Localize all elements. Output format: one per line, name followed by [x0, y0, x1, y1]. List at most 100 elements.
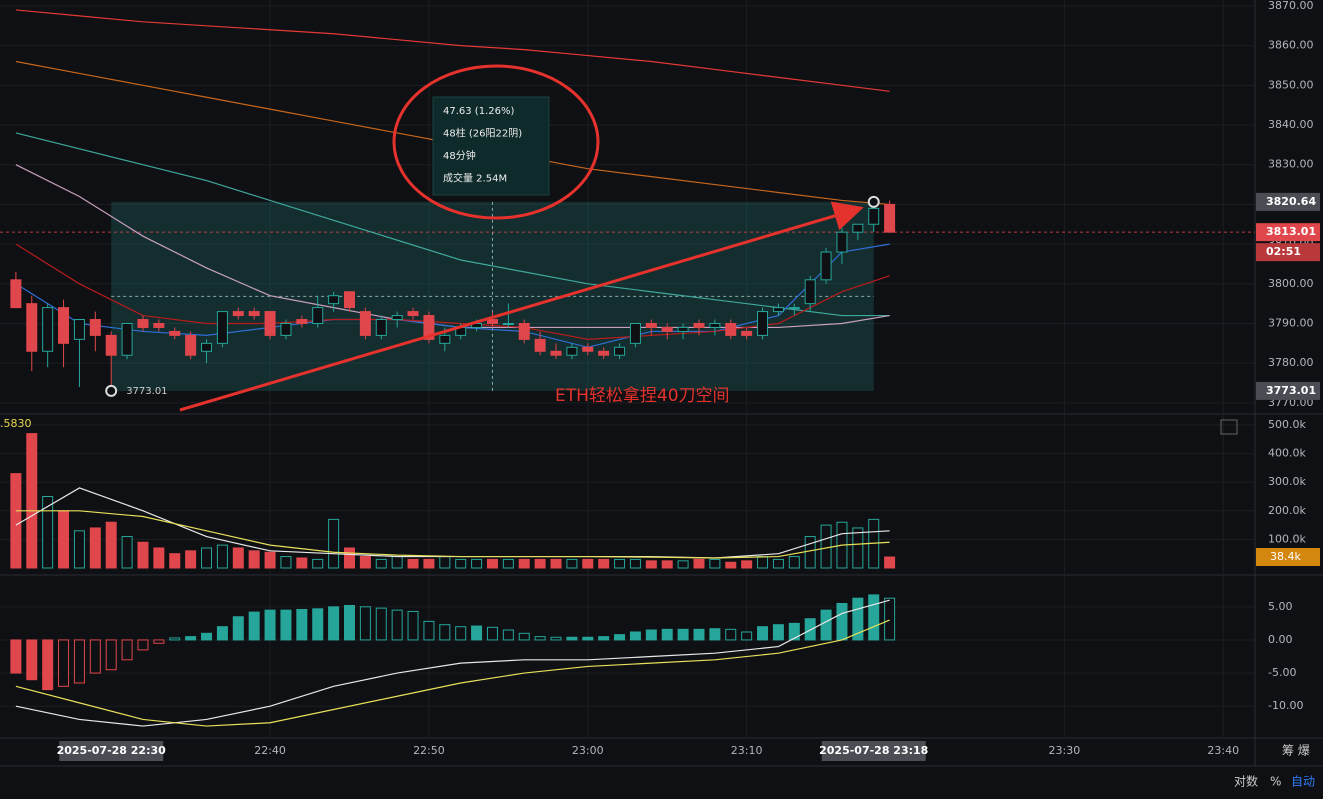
tooltip-text: 47.63 (1.26%) [443, 106, 514, 117]
macd-bar [42, 639, 54, 691]
y-tick-label: 3840.00 [1268, 118, 1314, 131]
candle-body [201, 342, 213, 352]
volume-bar [312, 558, 324, 569]
macd-bar [614, 634, 626, 641]
volume-bar [598, 558, 610, 569]
x-tick-label: 23:30 [1049, 744, 1081, 757]
macd-bar [661, 628, 673, 641]
indicator-line [15, 510, 890, 559]
volume-bar [58, 510, 70, 569]
macd-bar [852, 597, 864, 641]
volume-bar [455, 558, 467, 569]
macd-bar [58, 639, 70, 687]
macd-bar [566, 636, 578, 641]
y-tick-label: 3850.00 [1268, 78, 1314, 91]
macd-bar [455, 626, 467, 641]
candle-body [280, 322, 292, 336]
candle-body [741, 330, 753, 336]
candle-body [677, 326, 689, 332]
x-tick-label: 23:00 [572, 744, 604, 757]
volume-bar [852, 527, 864, 569]
macd-bar [486, 626, 498, 641]
candle-body [836, 231, 848, 253]
candle-body [375, 319, 387, 336]
candle-body [73, 319, 85, 340]
low-label: 3773.01 [126, 386, 167, 397]
candle-body [328, 295, 340, 305]
macd-bar [359, 606, 371, 641]
candle-body [804, 279, 816, 305]
candle-body [439, 334, 451, 344]
volume-bar [423, 558, 435, 569]
price-tag-text: 3773.01 [1266, 384, 1316, 397]
macd-bar [201, 632, 213, 641]
y-tick-label: 200.0k [1268, 504, 1306, 517]
volume-bar [137, 541, 149, 569]
macd-bar [884, 597, 896, 641]
macd-bar [73, 639, 85, 684]
candle-body [296, 319, 308, 324]
expand-icon[interactable] [1220, 419, 1238, 435]
y-tick-label: 3780.00 [1268, 356, 1314, 369]
volume-bar [471, 558, 483, 569]
volume-bar [10, 473, 22, 569]
volume-bar [518, 558, 530, 569]
candle-body [566, 346, 578, 356]
footer-button[interactable]: % [1270, 775, 1281, 789]
candle-body [169, 330, 181, 336]
time-marker-text: 2025-07-28 23:18 [819, 744, 928, 757]
y-tick-label: 400.0k [1268, 447, 1306, 460]
macd-bar [137, 639, 149, 651]
candle-body [486, 319, 498, 324]
macd-bar [534, 636, 546, 641]
candle-body [598, 350, 610, 356]
volume-bar [264, 551, 276, 569]
macd-bar [471, 625, 483, 641]
y-tick-label: 3870.00 [1268, 0, 1314, 12]
volume-bar [614, 558, 626, 569]
candle-body [89, 319, 101, 336]
macd-bar [725, 628, 737, 641]
candle-body [757, 311, 769, 336]
volume-bar [757, 556, 769, 569]
measure-point [105, 384, 118, 397]
macd-bar [868, 594, 880, 641]
candle-body [10, 279, 22, 309]
macd-bar [169, 637, 181, 641]
volume-tag [1256, 548, 1320, 567]
y-tick-label: -10.00 [1268, 699, 1303, 712]
tooltip-text: 成交量 2.54M [443, 172, 507, 185]
candle-body [42, 307, 54, 352]
price-tag-text: 3813.01 [1266, 225, 1316, 238]
macd-bar [264, 609, 276, 641]
candle-body [518, 322, 530, 340]
volume-bar [772, 558, 784, 569]
candle-body [343, 291, 355, 309]
footer-button[interactable]: 对数 [1234, 774, 1258, 789]
volume-bar [216, 544, 228, 569]
volume-bar [661, 560, 673, 569]
candle-body [725, 322, 737, 336]
macd-bar [439, 624, 451, 641]
macd-bar [391, 609, 403, 641]
volume-bar [486, 558, 498, 569]
volume-bar [121, 536, 133, 569]
candle-body [216, 311, 228, 344]
x-tick-label: 22:50 [413, 744, 445, 757]
candle-body [788, 307, 800, 310]
candle-body [105, 334, 117, 356]
macd-bar [757, 626, 769, 641]
volume-bar [185, 550, 197, 569]
macd-bar [105, 639, 117, 671]
volume-bar [629, 558, 641, 569]
macd-bar [788, 622, 800, 641]
macd-bar [89, 639, 101, 674]
x-tick-label: 23:10 [731, 744, 763, 757]
macd-bar [328, 606, 340, 641]
macd-bar [407, 610, 419, 641]
macd-bar [232, 616, 244, 641]
indicator-line [15, 9, 890, 92]
macd-bar [645, 629, 657, 641]
y-tick-label: 500.0k [1268, 418, 1306, 431]
footer-button[interactable]: 自动 [1291, 775, 1315, 789]
